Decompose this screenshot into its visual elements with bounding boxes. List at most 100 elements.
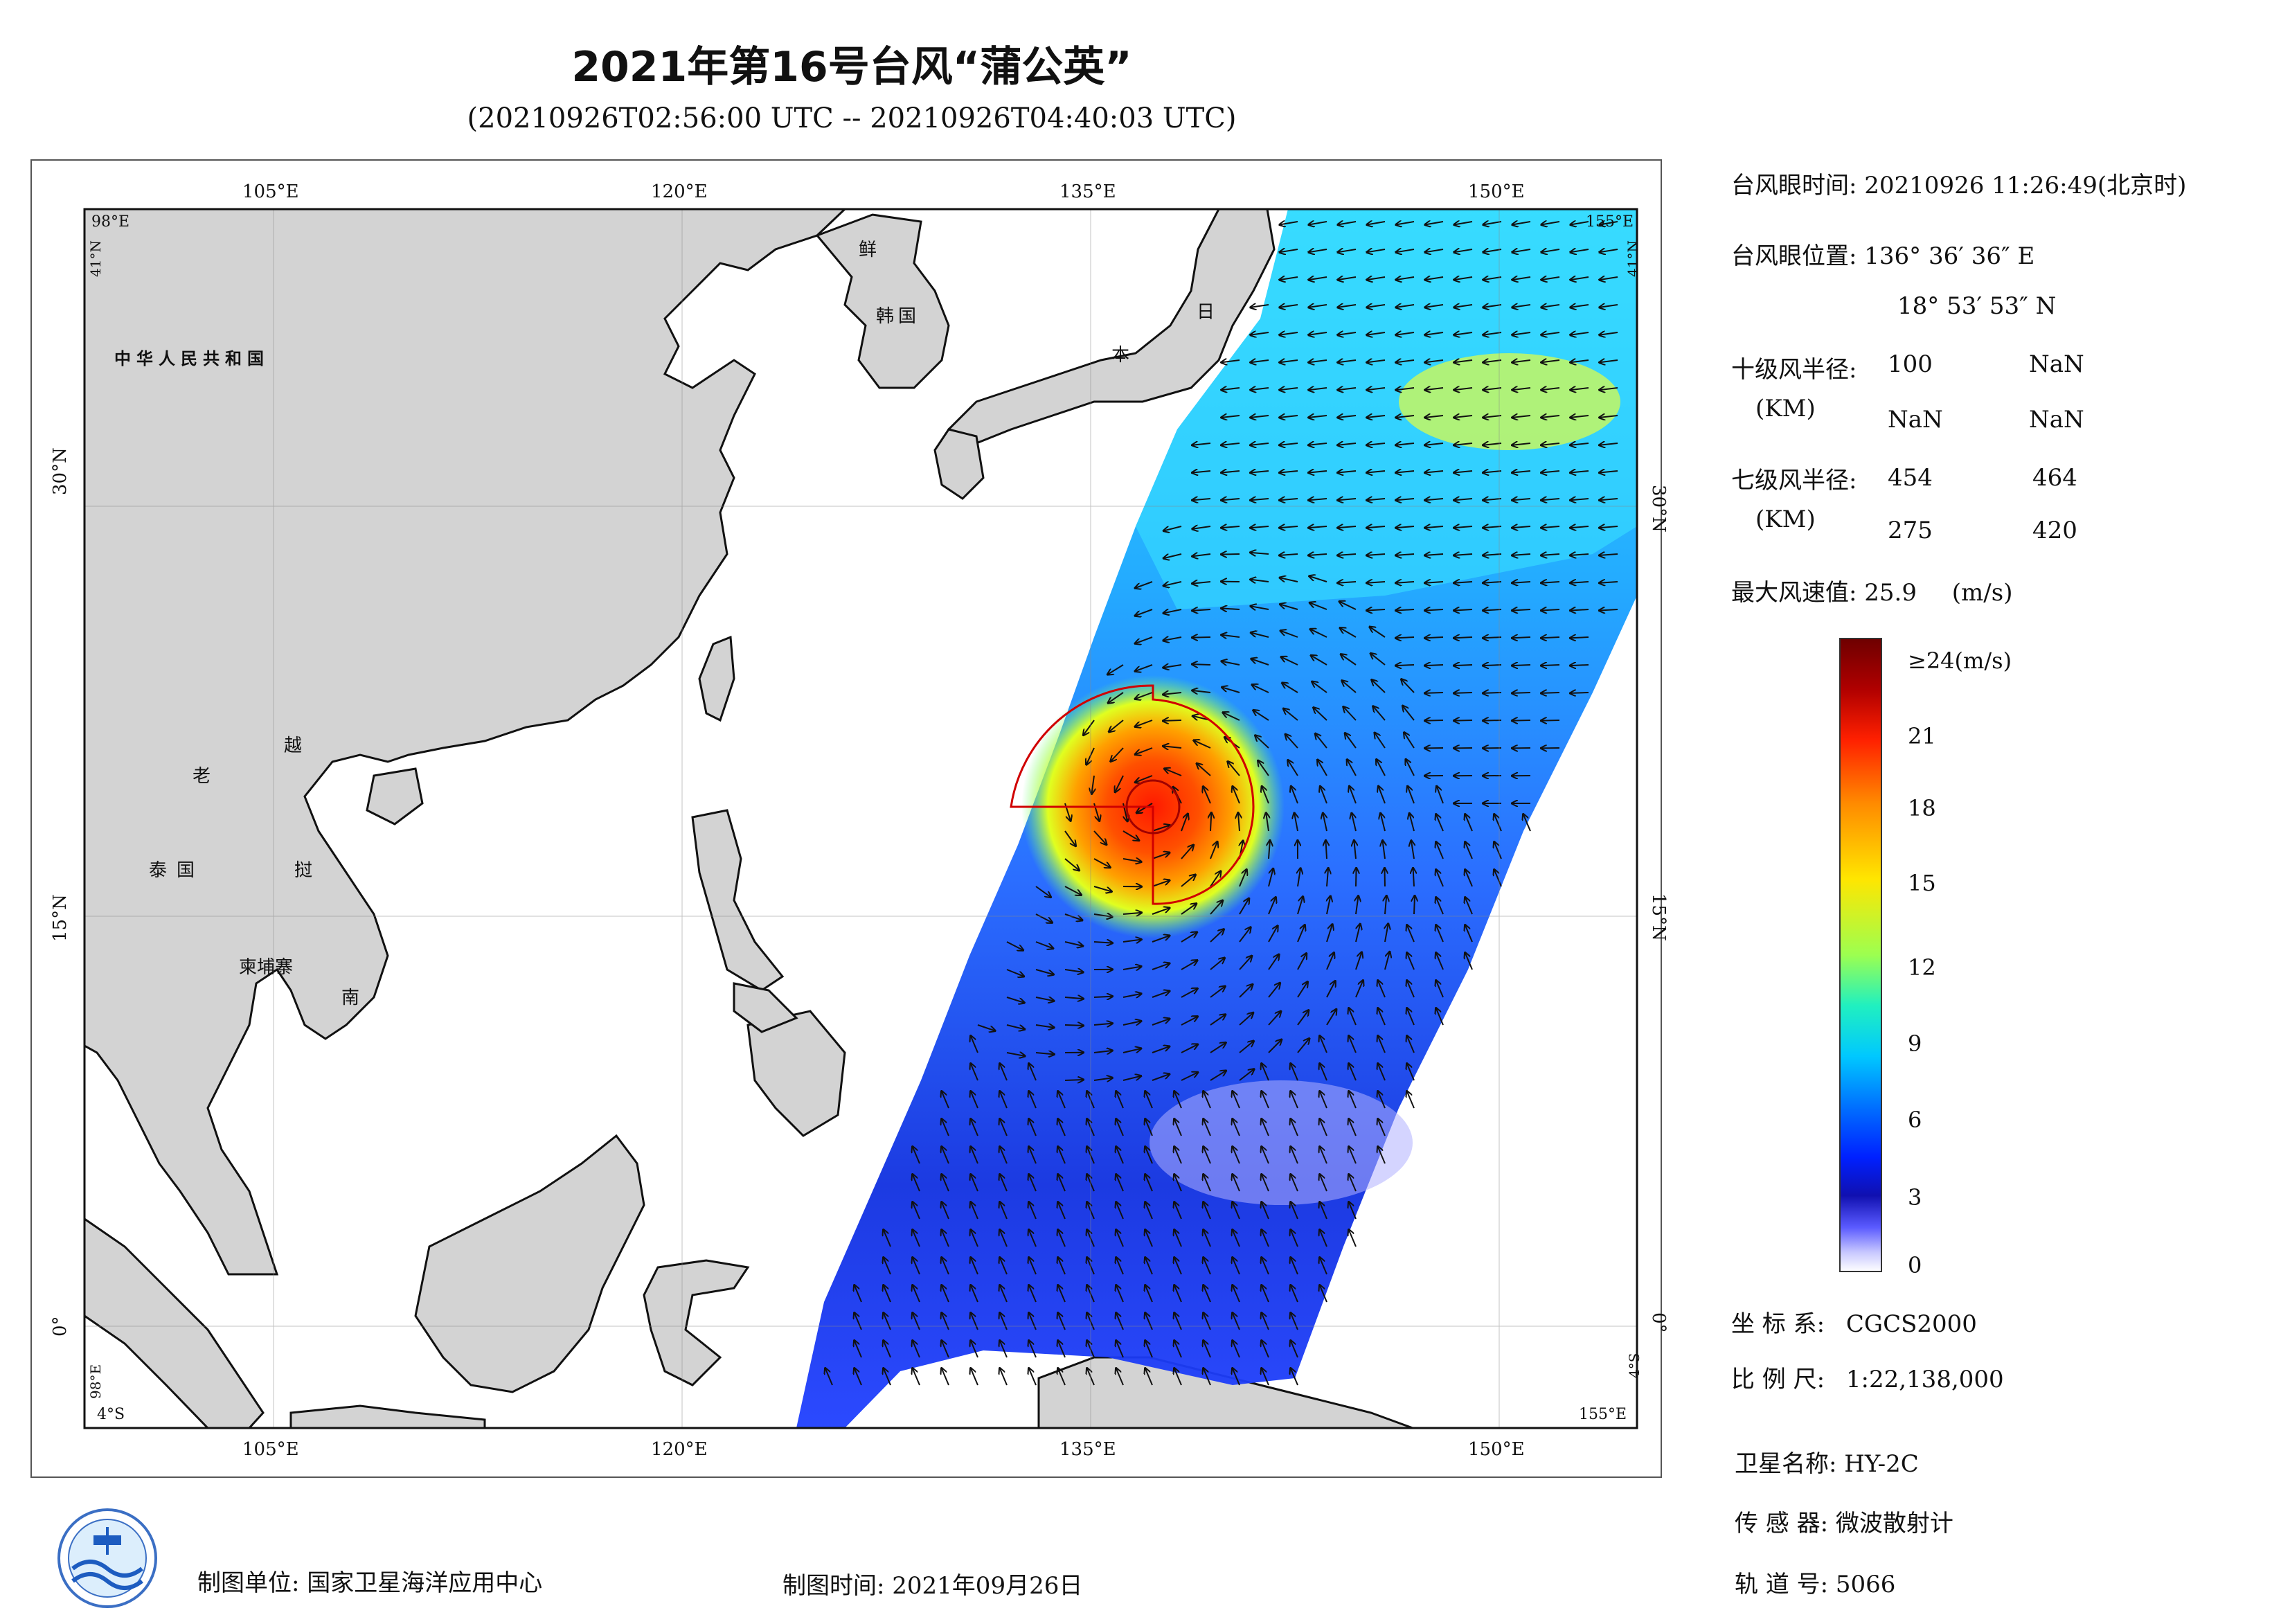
cb-tick-3: 3 [1908, 1184, 1922, 1211]
max-wind-unit: (m/s) [1952, 579, 2013, 607]
region-china: 中华人民共和国 [114, 345, 269, 369]
r7-se: 464 [2032, 464, 2077, 492]
corner-tr-lat: 41°N [1625, 235, 1641, 277]
cb-tick-15: 15 [1908, 870, 1936, 896]
max-wind-value: 25.9 [1864, 579, 1917, 607]
date-value: 2021年09月26日 [892, 1572, 1082, 1600]
wind-vector [1414, 896, 1415, 914]
cb-tick-18: 18 [1908, 795, 1936, 821]
wind-vector [1483, 720, 1501, 721]
region-vietnam-2: 南 [341, 983, 359, 1009]
wind-vector [1541, 665, 1559, 666]
lon-label-bottom-150: 150°E [1468, 1439, 1525, 1460]
orbit-value: 5066 [1836, 1571, 1896, 1598]
wind-vector [1541, 720, 1559, 721]
crs-value: CGCS2000 [1846, 1310, 1977, 1338]
lon-label-bottom-120: 120°E [651, 1439, 708, 1460]
max-wind-row: 最大风速值: 25.9 (m/s) [1731, 573, 2012, 607]
lat-label-left-0: 0° [50, 1281, 71, 1337]
eye-pos-row: 台风眼位置: 136° 36′ 36″ E [1731, 237, 2034, 271]
region-thailand: 泰国 [149, 856, 204, 882]
crs-label: 坐 标 系: [1731, 1310, 1825, 1338]
corner-tl-lat: 41°N [87, 235, 104, 277]
wind-vector [1065, 1025, 1083, 1026]
producer-value: 国家卫星海洋应用中心 [307, 1569, 542, 1597]
region-cambodia: 柬埔寨 [239, 953, 293, 979]
r7-unit: (KM) [1755, 506, 1816, 533]
sensor-value: 微波散射计 [1836, 1510, 1953, 1537]
satellite-label: 卫星名称: [1735, 1450, 1836, 1478]
producer-row: 制图单位: 国家卫星海洋应用中心 [197, 1564, 542, 1598]
lon-label-top-120: 120°E [651, 181, 708, 202]
eye-lat-value: 18° 53′ 53″ N [1897, 292, 2056, 320]
lon-label-top-105: 105°E [242, 181, 299, 202]
lat-label-right-15: 15°N [1648, 893, 1669, 949]
corner-tr-lon: 155°E [1586, 213, 1634, 231]
colorbar [1839, 637, 1887, 1274]
corner-br-lat: 4°S [1626, 1337, 1643, 1378]
wind-vector [1210, 813, 1211, 831]
region-japan-2: 本 [1111, 341, 1129, 366]
wind-vector [1356, 868, 1357, 886]
yellow-patch [1399, 353, 1620, 450]
lat-label-right-0: 0° [1648, 1312, 1669, 1368]
corner-bl-lon: 98°E [87, 1357, 104, 1399]
wind-vector [1385, 868, 1386, 886]
scale-value: 1:22,138,000 [1846, 1366, 2004, 1393]
satellite-row: 卫星名称: HY-2C [1735, 1445, 1919, 1479]
cb-tick-0: 0 [1908, 1252, 1922, 1278]
wind-vector [1483, 637, 1501, 638]
r10-unit: (KM) [1755, 395, 1816, 422]
region-japan-1: 日 [1197, 298, 1215, 323]
wind-vector [1413, 868, 1414, 886]
wind-vector [1512, 720, 1530, 721]
wind-vector [1192, 664, 1210, 665]
lon-label-bottom-105: 105°E [242, 1439, 299, 1460]
orbit-label: 轨 道 号: [1735, 1571, 1828, 1598]
scale-row: 比 例 尺: 1:22,138,000 [1731, 1360, 2004, 1394]
wind-vector [1454, 720, 1472, 721]
r7-nw: 420 [2032, 517, 2077, 544]
wind-vector [1222, 554, 1240, 555]
eye-time-row: 台风眼时间: 20210926 11:26:49(北京时) [1731, 166, 2186, 200]
lon-label-top-150: 150°E [1468, 181, 1525, 202]
r7-sw: 275 [1888, 517, 1933, 544]
cb-tick-24: ≥24(m/s) [1908, 648, 2012, 674]
r10-label: 十级风半径: [1731, 350, 1857, 384]
satellite-value: HY-2C [1844, 1450, 1919, 1478]
wind-vector [1425, 720, 1443, 721]
lat-label-left-15: 15°N [50, 886, 71, 942]
lon-label-bottom-135: 135°E [1059, 1439, 1116, 1460]
sensor-row: 传 感 器: 微波散射计 [1735, 1504, 1953, 1538]
sensor-label: 传 感 器: [1735, 1510, 1828, 1537]
wind-vector [1192, 637, 1210, 638]
scale-label: 比 例 尺: [1731, 1366, 1825, 1393]
r10-nw: NaN [2029, 406, 2084, 434]
lat-label-right-30: 30°N [1648, 485, 1669, 540]
region-laos: 老 [193, 762, 211, 787]
wind-vector [1512, 637, 1530, 638]
wind-vector [1454, 637, 1472, 638]
date-row: 制图时间: 2021年09月26日 [782, 1567, 1082, 1600]
wind-vector [1483, 665, 1501, 666]
orbit-row: 轨 道 号: 5066 [1735, 1565, 1895, 1599]
wind-vector [1396, 637, 1414, 638]
wind-vector [1163, 720, 1181, 721]
eye-pos-label: 台风眼位置: [1731, 242, 1857, 270]
region-laos-2: 挝 [294, 856, 312, 882]
map-area [84, 209, 1637, 1428]
wind-vector [1541, 637, 1559, 638]
cb-tick-21: 21 [1908, 723, 1936, 749]
corner-br-lon: 155°E [1579, 1406, 1627, 1423]
region-vietnam-1: 越 [284, 731, 302, 757]
r10-sw: NaN [1888, 406, 1943, 434]
r10-se: NaN [2029, 350, 2084, 378]
lon-label-top-135: 135°E [1059, 181, 1116, 202]
producer-label: 制图单位: [197, 1569, 299, 1597]
corner-bl-lat: 4°S [97, 1406, 125, 1423]
wind-vector [1512, 665, 1530, 666]
cb-tick-12: 12 [1908, 954, 1936, 981]
corner-tl-lon: 98°E [91, 213, 129, 231]
r7-label: 七级风半径: [1731, 461, 1857, 495]
wind-vector [1425, 665, 1443, 666]
